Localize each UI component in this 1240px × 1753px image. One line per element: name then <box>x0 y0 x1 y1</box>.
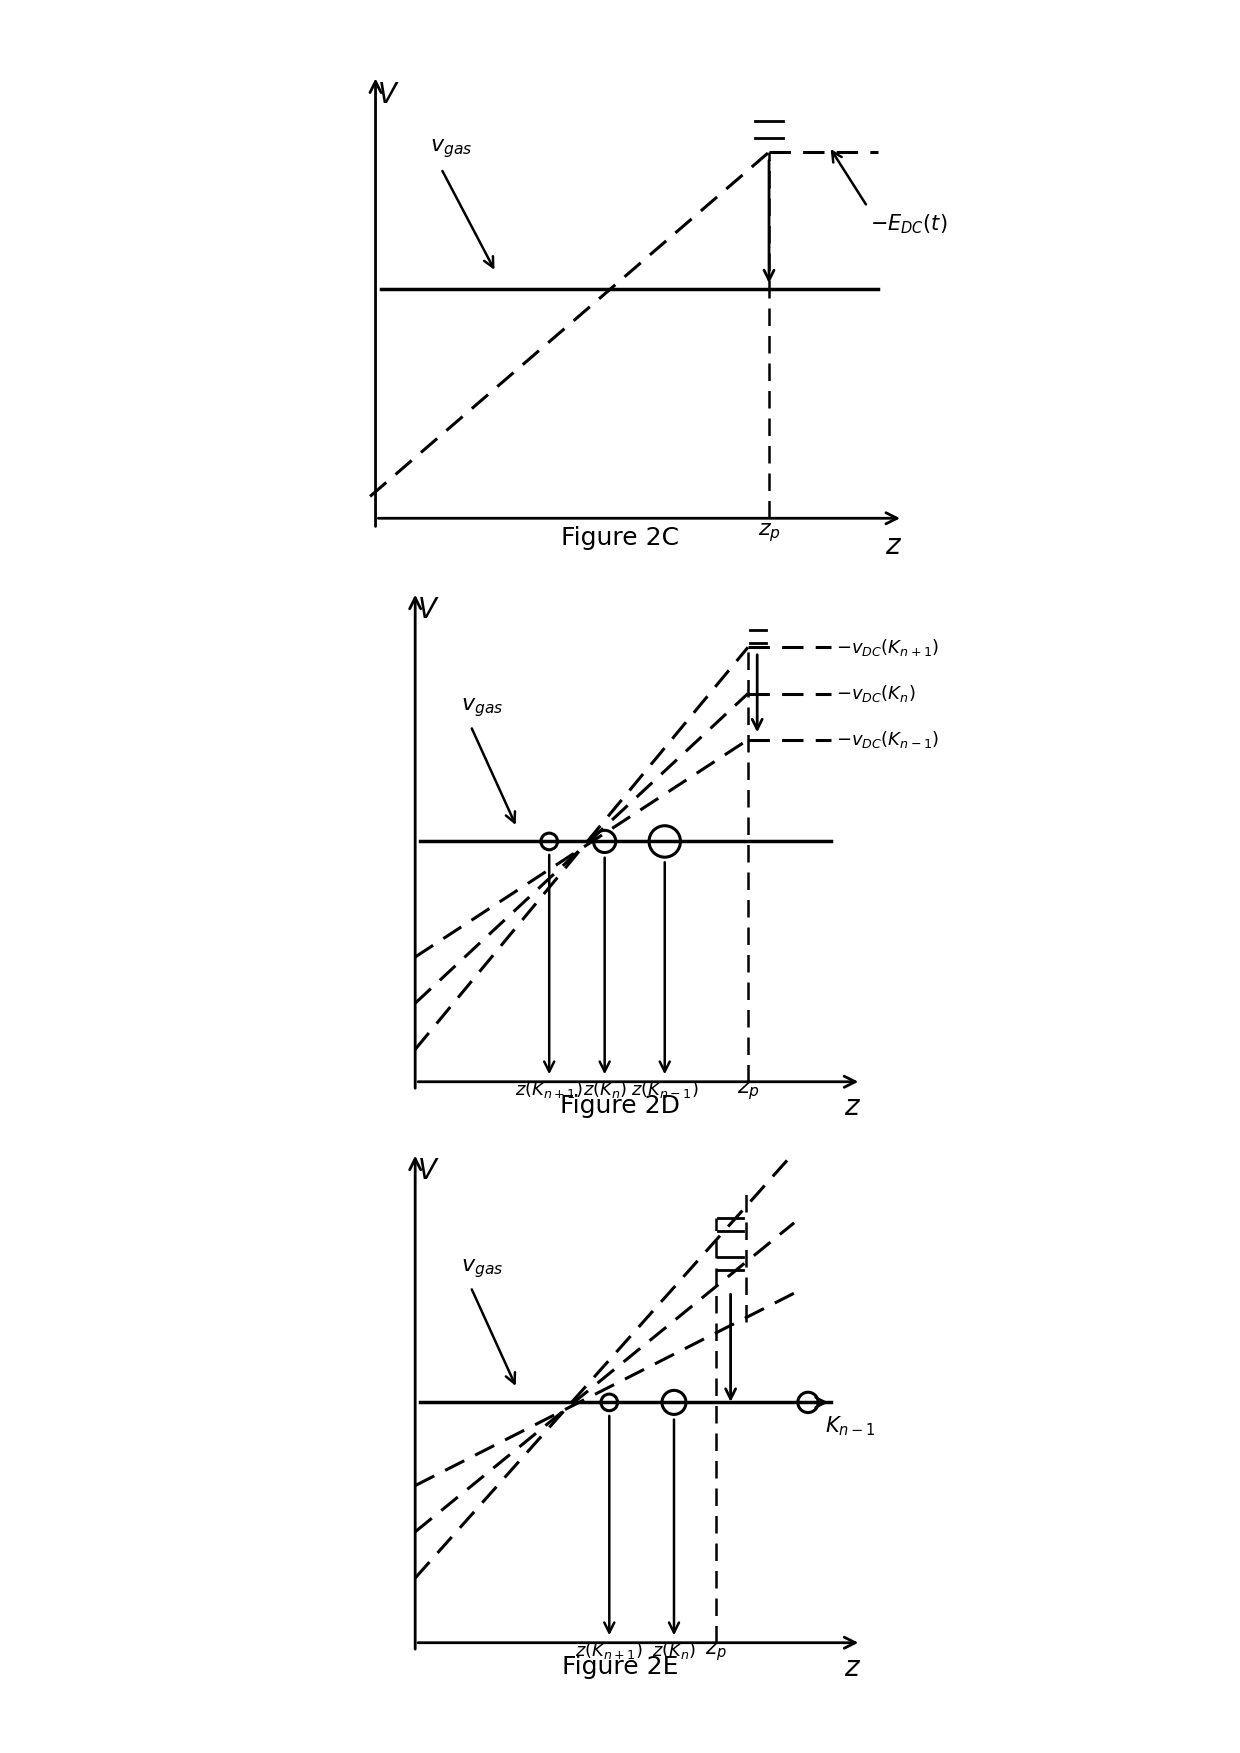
Text: $-E_{DC}(t)$: $-E_{DC}(t)$ <box>870 212 947 237</box>
Text: $z(K_n)$: $z(K_n)$ <box>652 1641 696 1662</box>
Text: $z_p$: $z_p$ <box>704 1641 727 1664</box>
Text: V: V <box>418 596 436 624</box>
Text: $z(K_n)$: $z(K_n)$ <box>583 1080 626 1101</box>
Text: $z(K_{n+1})$: $z(K_{n+1})$ <box>516 1080 583 1101</box>
Text: Figure 2D: Figure 2D <box>560 1094 680 1118</box>
Text: V: V <box>418 1157 436 1185</box>
Text: $v_{gas}$: $v_{gas}$ <box>461 1257 503 1280</box>
Text: $z(K_{n+1})$: $z(K_{n+1})$ <box>575 1641 644 1662</box>
Text: z: z <box>885 531 900 559</box>
Text: Figure 2C: Figure 2C <box>560 526 680 550</box>
Text: $-v_{DC}(K_{n+1})$: $-v_{DC}(K_{n+1})$ <box>836 636 939 657</box>
Text: $v_{gas}$: $v_{gas}$ <box>461 696 503 719</box>
Text: $-v_{DC}(K_n)$: $-v_{DC}(K_n)$ <box>836 684 915 705</box>
Text: z: z <box>844 1094 859 1122</box>
Text: z: z <box>844 1655 859 1683</box>
Text: $K_{n-1}$: $K_{n-1}$ <box>825 1415 875 1437</box>
Text: $v_{gas}$: $v_{gas}$ <box>430 137 472 160</box>
Text: Figure 2E: Figure 2E <box>562 1655 678 1679</box>
Text: $z_p$: $z_p$ <box>737 1080 759 1103</box>
Text: $z_p$: $z_p$ <box>758 521 780 543</box>
Text: V: V <box>378 81 397 109</box>
Text: $z(K_{n-1})$: $z(K_{n-1})$ <box>631 1080 698 1101</box>
Text: $-v_{DC}(K_{n-1})$: $-v_{DC}(K_{n-1})$ <box>836 729 939 750</box>
